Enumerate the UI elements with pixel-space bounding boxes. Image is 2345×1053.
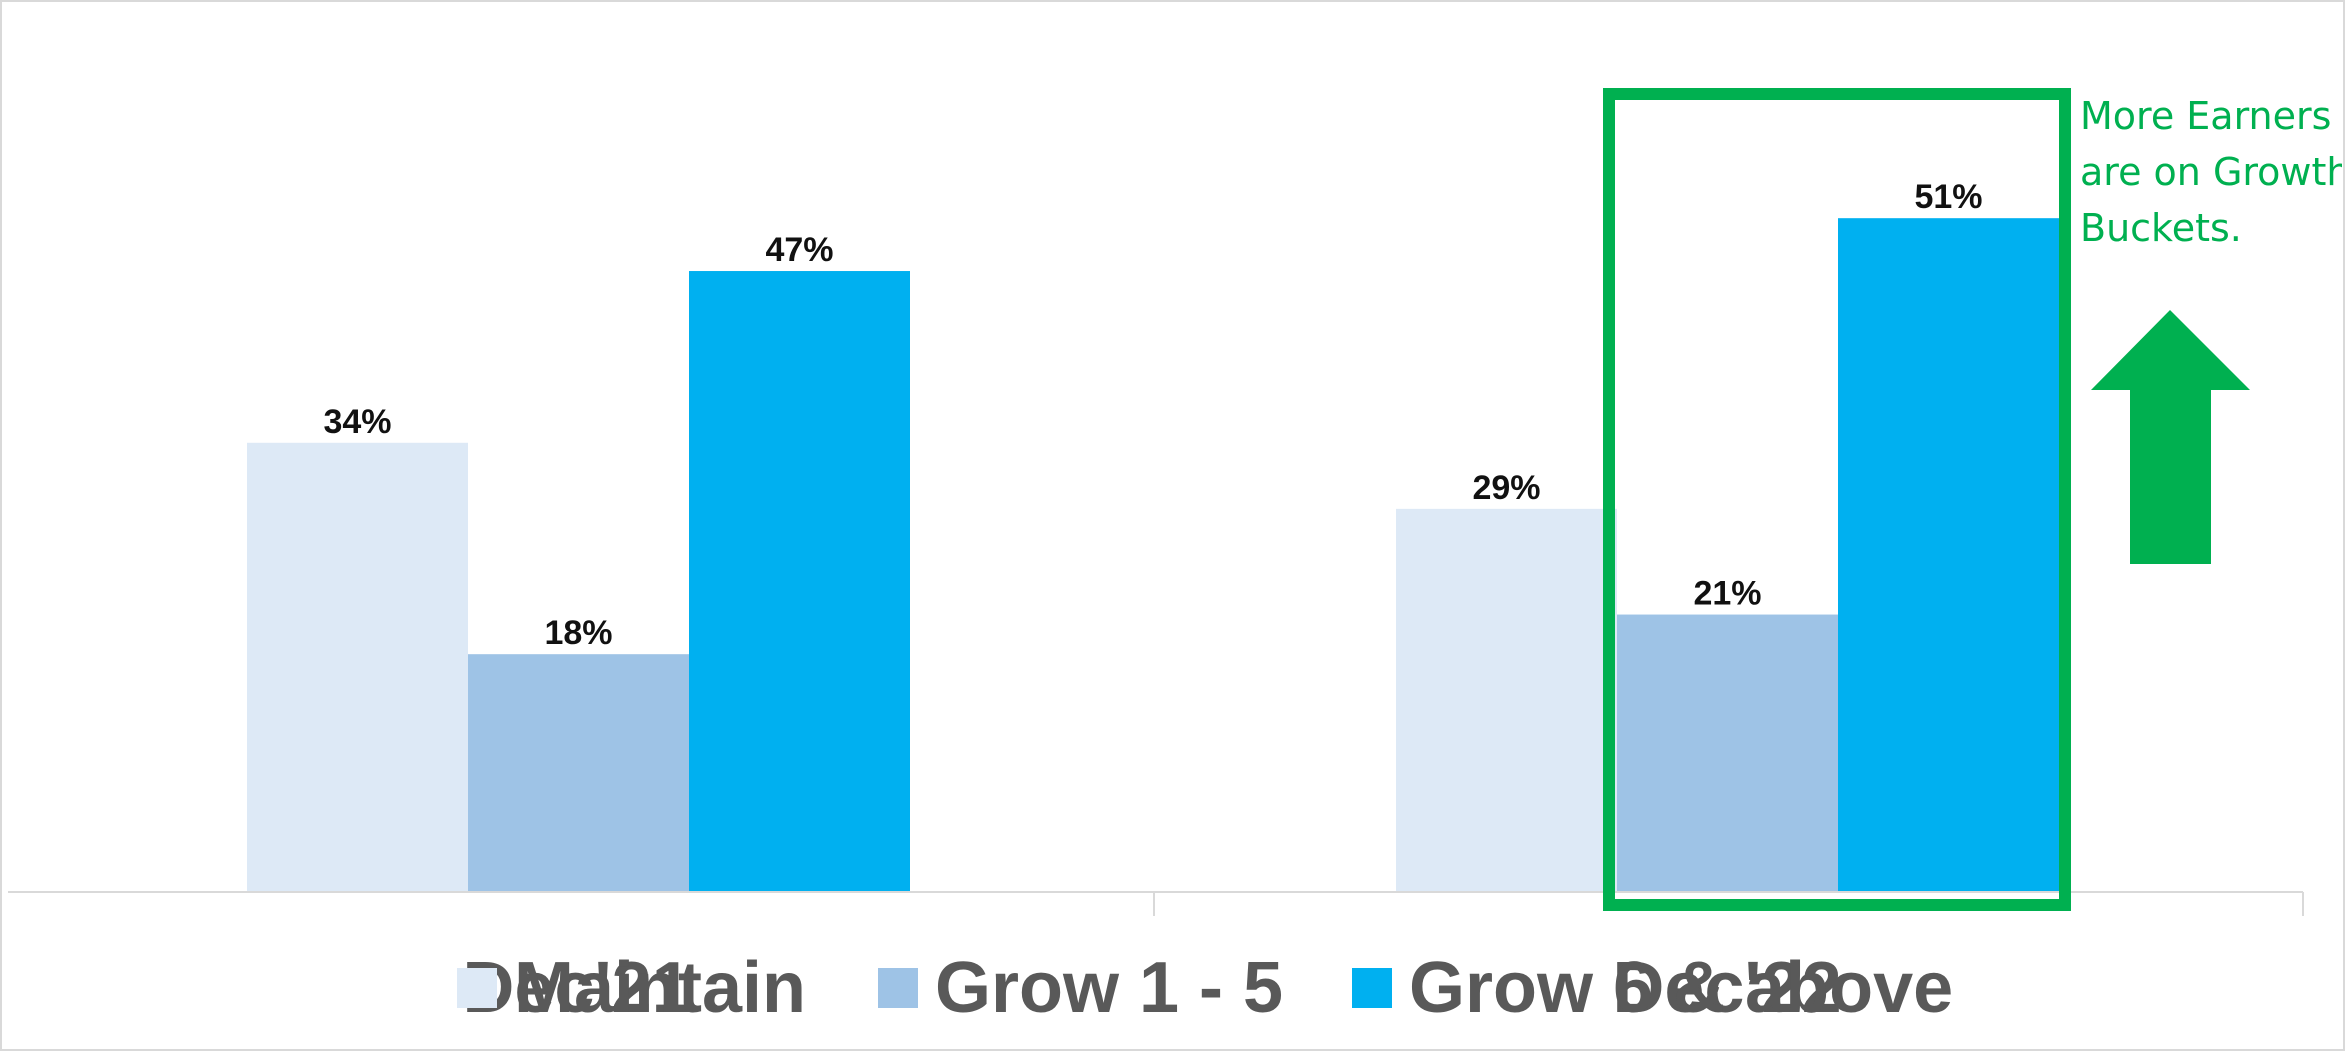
bars-layer <box>247 218 2059 893</box>
legend-label: Maintain <box>514 948 806 1028</box>
legend: Maintain Grow 1 - 5 Grow 6 & above <box>457 948 1953 1028</box>
data-label: 18% <box>544 614 612 652</box>
data-label: 34% <box>323 403 391 441</box>
legend-label: Grow 1 - 5 <box>935 948 1283 1028</box>
bar <box>1838 218 2059 892</box>
bar <box>1396 508 1617 892</box>
bar <box>689 271 910 893</box>
category-label: Dec'22 <box>1612 948 1841 1028</box>
data-labels-layer: 34% 18% 47% 29% 21% 51% <box>323 178 1982 652</box>
annotation-line: More Earners <box>2080 94 2332 138</box>
data-label: 47% <box>765 231 833 269</box>
legend-swatch <box>878 968 918 1008</box>
annotation-text: More Earners are on Growth Buckets. <box>2080 88 2342 256</box>
data-label: 21% <box>1693 575 1761 613</box>
legend-swatch <box>457 968 497 1008</box>
annotation-line: Buckets. <box>2080 206 2242 250</box>
annotation-line: are on Growth <box>2080 150 2342 194</box>
data-label: 51% <box>1914 178 1982 216</box>
highlight-box <box>1603 88 2071 911</box>
bar <box>247 442 468 892</box>
category-labels-layer: Dec'21 Dec'22 <box>462 948 1841 1028</box>
bar <box>468 654 689 892</box>
x-axis-ticks <box>1153 892 2304 916</box>
data-label: 29% <box>1472 469 1540 507</box>
category-label: Dec'21 <box>462 948 691 1028</box>
legend-label: Grow 6 & above <box>1409 948 1953 1028</box>
bar <box>1617 614 1838 892</box>
up-arrow-icon <box>2091 310 2250 564</box>
legend-swatch <box>1352 968 1392 1008</box>
